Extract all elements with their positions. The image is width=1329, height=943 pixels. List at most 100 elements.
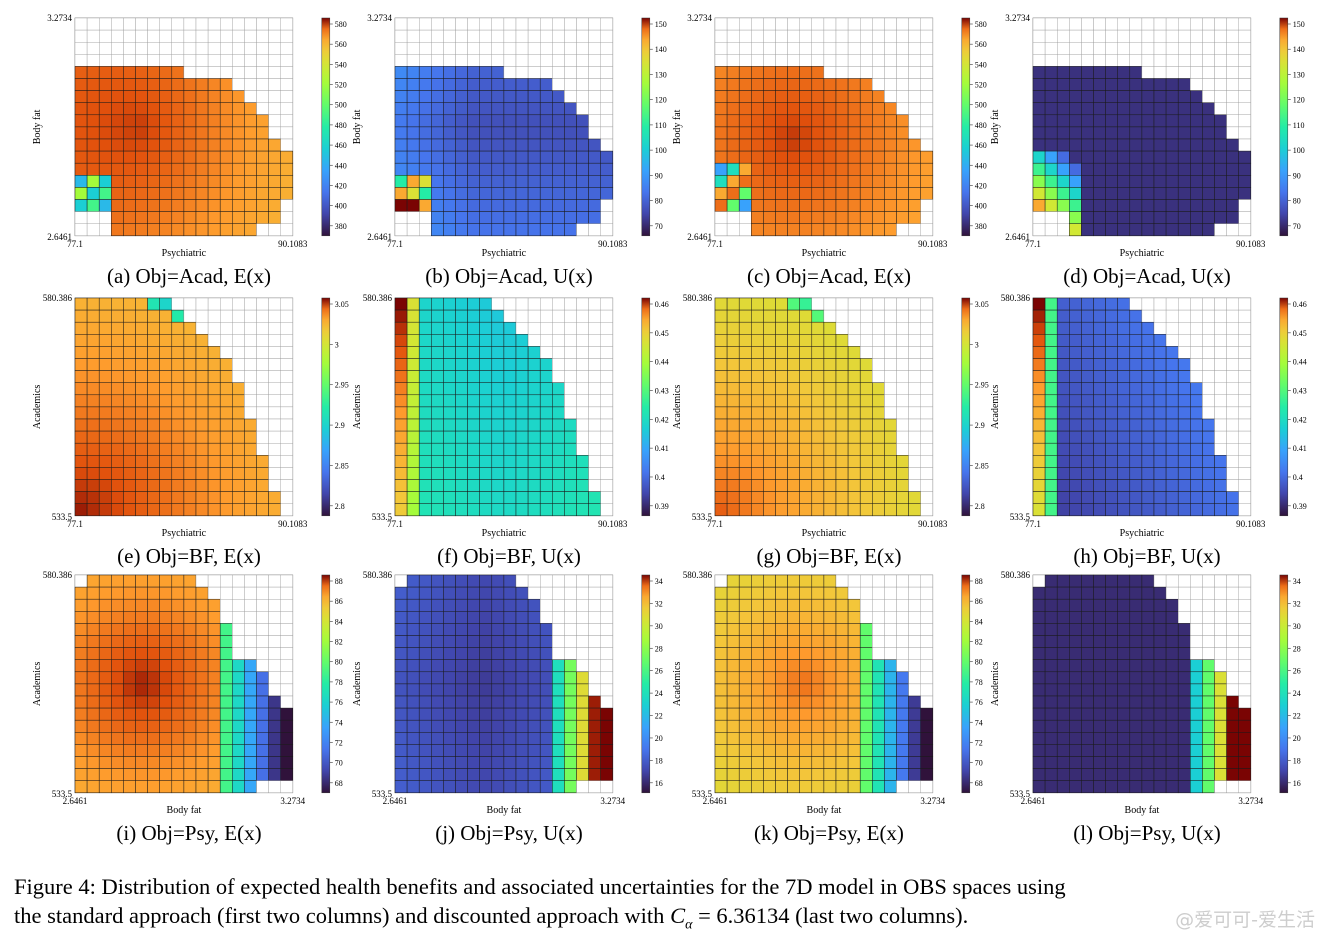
heatmap-cell [183, 635, 197, 648]
heatmap-cell [455, 42, 468, 55]
heatmap-cell [1190, 635, 1203, 648]
heatmap-cell [431, 780, 444, 794]
heatmap-cell [920, 491, 933, 504]
heatmap-cell [1190, 297, 1203, 311]
heatmap-cell [147, 78, 160, 91]
heatmap-cell [564, 187, 577, 200]
colorbar [1279, 17, 1289, 237]
heatmap-cell [775, 707, 788, 721]
y-max-label: 580.386 [43, 293, 73, 303]
heatmap-cell [738, 635, 752, 648]
heatmap-cell [787, 574, 800, 588]
heatmap-cell [799, 54, 812, 67]
heatmap-cell [268, 491, 281, 504]
heatmap-cell [738, 42, 752, 55]
heatmap-cell [1056, 406, 1070, 420]
heatmap-cell [787, 17, 800, 31]
heatmap-cell [1069, 635, 1082, 648]
heatmap-cell [1032, 211, 1046, 224]
heatmap-cell [467, 199, 480, 212]
heatmap-cell [1093, 394, 1106, 408]
heatmap-cell [256, 138, 269, 152]
heatmap-cell [503, 586, 517, 600]
heatmap-cell [268, 150, 281, 164]
heatmap-cell [1214, 382, 1227, 395]
heatmap-cell [787, 78, 800, 91]
heatmap-cell [823, 114, 837, 128]
heatmap-cell [763, 162, 776, 176]
heatmap-cell [1129, 346, 1143, 359]
heatmap-cell [219, 187, 233, 200]
heatmap-cell [751, 54, 764, 67]
heatmap-cell [394, 455, 408, 468]
heatmap-cell [171, 17, 185, 31]
heatmap-cell [726, 321, 740, 335]
heatmap-cell [1202, 599, 1215, 612]
heatmap-cell [1032, 768, 1046, 781]
heatmap-cell [600, 370, 613, 383]
heatmap-cell [799, 503, 813, 517]
heatmap-cell [787, 334, 800, 347]
heatmap-cell [1069, 695, 1082, 709]
heatmap-cell [455, 321, 468, 335]
heatmap-cell [515, 394, 529, 408]
heatmap-cell [1177, 479, 1191, 492]
heatmap-cell [726, 647, 740, 660]
heatmap-cell [1081, 42, 1094, 55]
heatmap-cell [835, 732, 849, 745]
heatmap-cell [515, 187, 529, 200]
heatmap-cell [576, 309, 589, 323]
heatmap-cell [576, 126, 589, 140]
heatmap-cell [859, 707, 873, 721]
heatmap-cell [406, 732, 420, 745]
heatmap-cell [159, 297, 173, 311]
colorbar-tick-label: 2.8 [975, 502, 985, 511]
heatmap-cell [552, 744, 565, 757]
heatmap-cell [1129, 223, 1143, 237]
heatmap-cell [835, 659, 849, 673]
heatmap-cell [491, 671, 505, 685]
heatmap-cell [455, 635, 468, 648]
heatmap-cell [738, 707, 752, 721]
heatmap-cell [515, 406, 529, 420]
heatmap-cell [98, 211, 112, 224]
heatmap-cell [98, 586, 112, 600]
heatmap-cell [503, 102, 517, 116]
heatmap-cell [1153, 211, 1167, 224]
heatmap-cell [207, 66, 221, 79]
heatmap-cell [1105, 199, 1118, 212]
heatmap-cell [207, 683, 221, 697]
heatmap-cell [835, 695, 849, 709]
heatmap-cell [1129, 479, 1143, 492]
heatmap-cell [219, 611, 233, 624]
heatmap-cell [847, 90, 861, 103]
heatmap-cell [515, 309, 529, 323]
heatmap-cell [600, 346, 613, 359]
heatmap-cell [714, 647, 728, 660]
heatmap-cell [714, 382, 728, 396]
heatmap-cell [1069, 479, 1082, 492]
heatmap-cell [1032, 17, 1046, 31]
heatmap-cell [503, 406, 517, 420]
heatmap-cell [232, 334, 245, 347]
heatmap-cell [588, 768, 601, 781]
heatmap-cell [1069, 162, 1082, 176]
heatmap-cell [884, 114, 897, 128]
heatmap-cell [552, 647, 565, 660]
heatmap-cell [1056, 430, 1070, 444]
heatmap-cell [920, 114, 933, 128]
heatmap-cell [908, 187, 921, 200]
heatmap-cell [443, 162, 456, 176]
heatmap-cell [908, 635, 921, 648]
colorbar-tick-label: 0.4 [1293, 473, 1303, 482]
heatmap-cell [515, 574, 529, 588]
heatmap-cell [1226, 599, 1239, 612]
heatmap-cell [244, 683, 257, 697]
heatmap-cell [159, 780, 173, 794]
heatmap-cell [1117, 455, 1131, 468]
heatmap-cell [268, 599, 281, 612]
heatmap-cell [787, 394, 800, 408]
heatmap-cell [1117, 175, 1131, 188]
heatmap-cell [171, 574, 185, 588]
heatmap-cell [1153, 732, 1167, 745]
